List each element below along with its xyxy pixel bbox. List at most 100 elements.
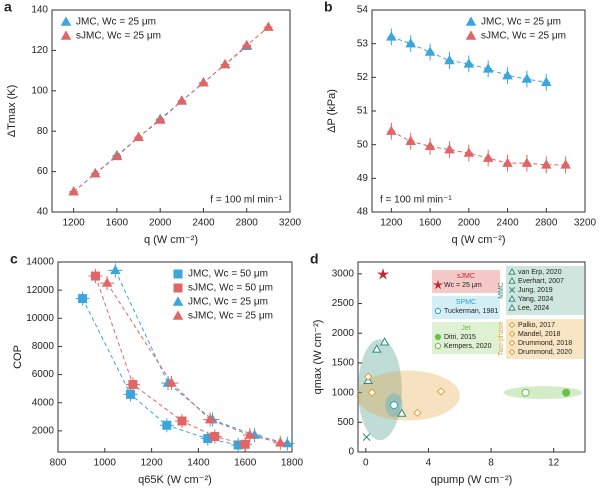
x-tick-label: 1200 [380,218,403,229]
marker [424,46,436,56]
legend-label: JMC, Wc = 25 μm [188,297,268,308]
legend-label: Drummond, 2018 [518,340,572,347]
marker [128,379,138,389]
x-tick-label: 1000 [94,458,117,469]
marker [434,307,442,315]
marker [386,125,397,135]
plot-frame [57,261,293,453]
marker [110,264,121,275]
marker [405,38,416,48]
marker [176,95,188,105]
x-tick-label: 1200 [63,218,86,229]
legend-group-label: sJMC [457,273,475,280]
marker [198,77,209,87]
marker [436,387,446,396]
y-axis-label: ΔP (kPa) [326,89,338,133]
marker [210,432,220,442]
y-tick-label: 49 [357,173,369,184]
legend-group-label: Two-phase [498,322,505,356]
legend-label: Yang, 2024 [518,296,553,303]
marker [177,416,187,426]
marker [133,131,144,141]
y-tick-label: 54 [357,5,369,16]
x-tick-label: 0 [363,458,369,469]
y-tick-label: 4000 [32,397,55,408]
x-axis-label: q (W cm⁻²) [451,234,505,246]
marker [521,388,530,397]
marker [60,30,72,40]
marker [521,73,533,83]
legend-label: Tuckerman, 1981 [444,308,498,315]
marker [162,420,172,430]
x-tick-label: 2800 [535,218,558,229]
fit-line [114,270,288,445]
legend-label: Mandel, 2018 [518,331,561,338]
marker [68,186,79,196]
x-tick-label: 800 [50,458,67,469]
y-tick-label: 51 [357,106,369,117]
x-tick-label: 2000 [149,218,172,229]
marker [424,140,436,151]
marker [90,271,100,281]
marker [372,344,382,353]
marker [521,157,533,167]
legend-label: sJMC, Wc = 50 μm [188,283,273,294]
legend-box [506,266,584,315]
marker [172,296,184,306]
x-tick-label: 1600 [106,218,129,229]
marker [78,294,88,304]
y-tick-label: 500 [337,417,354,428]
y-tick-label: 52 [357,72,369,83]
y-tick-label: 60 [37,166,49,177]
legend-box [432,270,500,293]
y-tick-label: 40 [37,207,49,218]
y-tick-label: 12000 [26,285,54,296]
legend-label: Everhart, 2007 [518,278,564,285]
marker [390,401,399,410]
marker [219,58,231,69]
marker [172,310,184,320]
marker [508,321,516,329]
x-tick-label: 2800 [236,218,259,229]
legend-group-label: Jet [461,325,470,332]
annotation: f = 100 ml min⁻¹ [210,195,282,206]
y-tick-label: 0 [348,447,354,458]
legend-box [432,322,500,354]
y-tick-label: 80 [37,126,49,137]
legend-label: JMC, Wc = 50 μm [188,269,268,280]
region [356,370,460,421]
legend-label: JMC, Wc = 25 μm [76,17,156,28]
marker [508,348,516,356]
legend-label: Jung, 2019 [518,287,553,294]
y-axis-label: ΔTmax (K) [6,85,18,138]
y-tick-label: 2000 [332,328,355,339]
marker [502,70,513,80]
y-tick-label: 140 [31,5,48,16]
y-axis-label: COP [12,345,24,369]
marker [502,157,513,167]
y-tick-label: 8000 [32,341,55,352]
marker [240,439,250,449]
plot-frame [357,261,586,453]
plot-frame [51,9,291,213]
legend-label: Kempers, 2020 [444,343,492,350]
marker [508,330,516,338]
x-axis-label: q65K (W cm⁻²) [138,474,212,486]
marker [367,388,377,397]
panel-label: d [310,251,319,267]
fit-line [73,26,269,193]
marker [444,144,455,154]
marker [405,135,416,145]
marker [433,279,443,290]
region [358,339,402,441]
y-tick-label: 2500 [332,298,355,309]
marker [263,21,274,31]
marker [101,277,113,287]
y-tick-label: 100 [31,85,48,96]
x-tick-label: 2000 [458,218,481,229]
marker [482,152,494,162]
x-tick-label: 12 [548,458,560,469]
x-tick-label: 1800 [281,458,304,469]
marker [482,63,494,73]
